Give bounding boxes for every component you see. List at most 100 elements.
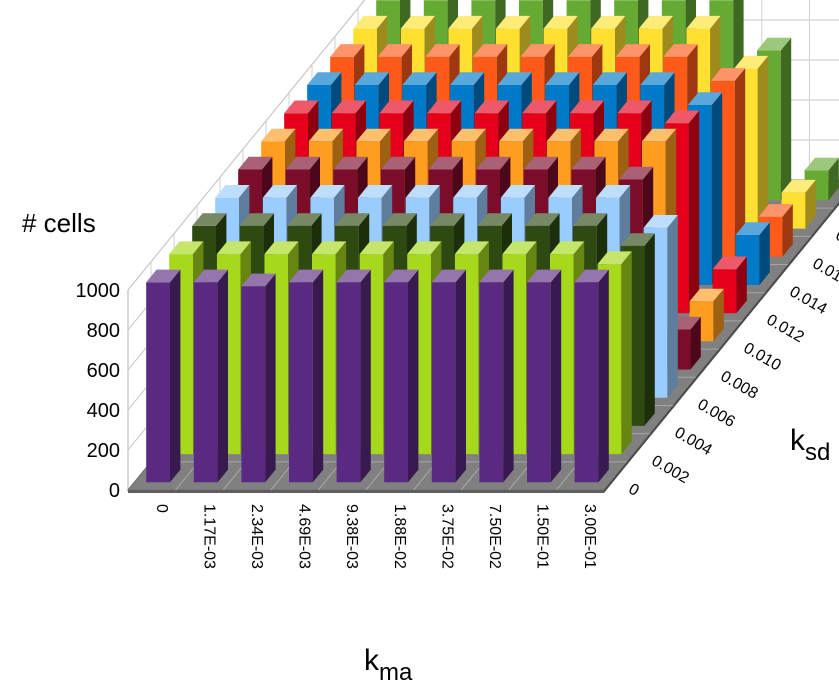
bar-top-face bbox=[757, 37, 792, 51]
bar-top-face bbox=[289, 269, 324, 283]
y-tick-label: 0.016 bbox=[810, 255, 839, 290]
bar-top-face bbox=[169, 241, 204, 255]
bar-top-face bbox=[476, 156, 511, 170]
bar-side-face bbox=[455, 269, 466, 483]
bar-top-face bbox=[502, 241, 537, 255]
bar-side-face bbox=[621, 251, 632, 455]
bar-front-face bbox=[527, 282, 551, 483]
x-tick-label: 2.34E-03 bbox=[248, 504, 265, 569]
bar-top-face bbox=[638, 15, 673, 29]
bar-top-face bbox=[431, 269, 466, 283]
bar-top-face bbox=[310, 185, 345, 198]
bar-side-face bbox=[734, 68, 746, 257]
bar-side-face bbox=[757, 55, 769, 229]
y-tick-label: 0.014 bbox=[787, 283, 830, 318]
x-tick-label: 7.50E-02 bbox=[486, 504, 503, 569]
x-tick-label: 4.69E-03 bbox=[296, 504, 313, 569]
bar-top-face bbox=[479, 269, 514, 283]
y-tick-label: 0.006 bbox=[695, 396, 738, 431]
bar-side-face bbox=[503, 269, 514, 483]
bar-top-face bbox=[379, 100, 414, 114]
bar bbox=[336, 269, 371, 483]
bar-top-face bbox=[712, 256, 747, 270]
bar-top-face bbox=[402, 72, 437, 85]
z-tick-label: 800 bbox=[87, 320, 120, 342]
bar-top-face bbox=[569, 100, 604, 114]
bar-top-face bbox=[400, 15, 435, 29]
bar-top-face bbox=[804, 157, 839, 171]
bar-top-face bbox=[448, 15, 483, 29]
bar-side-face bbox=[644, 233, 655, 426]
bar-top-face bbox=[450, 72, 485, 85]
bar-top-face bbox=[430, 213, 465, 226]
bar-side-face bbox=[690, 316, 701, 370]
bar-top-face bbox=[335, 213, 370, 226]
bar-front-face bbox=[431, 282, 456, 483]
bar-top-face bbox=[591, 15, 626, 29]
bar-top-face bbox=[308, 128, 343, 142]
bar-side-face bbox=[805, 179, 816, 229]
bar-side-face bbox=[713, 288, 724, 342]
bar-top-face bbox=[686, 15, 721, 29]
bar-top-face bbox=[525, 213, 560, 226]
bar-top-face bbox=[284, 100, 319, 114]
bar-top-face bbox=[663, 44, 698, 57]
bar-top-face bbox=[758, 204, 793, 217]
bar-side-face bbox=[782, 204, 793, 257]
bar-front-face bbox=[336, 282, 361, 483]
y-tick-label: 0.002 bbox=[649, 452, 692, 487]
x-tick-label: 0 bbox=[153, 504, 170, 513]
bar-top-face bbox=[405, 185, 440, 198]
x-axis-title: kma bbox=[364, 644, 413, 686]
y-tick-label: 0.010 bbox=[741, 340, 784, 375]
bar-side-face bbox=[360, 269, 371, 483]
bar-top-face bbox=[241, 273, 276, 287]
y-tick-label: 0.008 bbox=[718, 368, 761, 403]
bar-top-face bbox=[239, 213, 274, 226]
bar-top-face bbox=[262, 185, 297, 198]
bar-top-face bbox=[473, 44, 508, 57]
bar bbox=[146, 269, 181, 483]
z-tick-label: 400 bbox=[87, 400, 120, 422]
z-gridline bbox=[127, 0, 366, 291]
bar-top-face bbox=[285, 156, 320, 170]
bar-top-face bbox=[356, 128, 391, 142]
bar-top-face bbox=[781, 179, 816, 193]
bar-top-face bbox=[520, 44, 555, 57]
bar-top-face bbox=[381, 156, 416, 170]
bar-top-face bbox=[453, 185, 488, 198]
bar-side-face bbox=[688, 110, 700, 314]
bar-top-face bbox=[573, 213, 608, 226]
bar-side-face bbox=[550, 269, 562, 483]
bar-top-face bbox=[146, 269, 181, 283]
x-tick-label: 1.17E-03 bbox=[200, 504, 217, 569]
bar bbox=[574, 269, 609, 483]
bar-top-face bbox=[359, 241, 394, 255]
bar-front-face bbox=[289, 282, 313, 483]
bar-top-face bbox=[568, 44, 603, 57]
y-tick-label: 0.004 bbox=[672, 424, 715, 459]
bar-top-face bbox=[474, 100, 509, 114]
bar-top-face bbox=[500, 185, 535, 198]
bar bbox=[527, 269, 562, 483]
bar-side-face bbox=[736, 256, 747, 314]
z-tick-label: 0 bbox=[109, 480, 120, 502]
bar-top-face bbox=[477, 213, 512, 226]
bar-top-face bbox=[527, 269, 562, 283]
x-tick-label: 3.00E-01 bbox=[581, 504, 598, 569]
bar-top-face bbox=[215, 185, 250, 198]
bar bbox=[193, 269, 228, 483]
bar-top-face bbox=[550, 241, 585, 255]
y-axis-title: ksd bbox=[790, 424, 830, 466]
bar-top-face bbox=[642, 128, 677, 142]
bar bbox=[384, 269, 419, 483]
bar bbox=[289, 269, 324, 483]
z-tick-label: 1000 bbox=[76, 280, 121, 302]
x-tick-label: 1.50E-01 bbox=[534, 504, 551, 569]
bar-top-face bbox=[330, 44, 365, 57]
bar-top-face bbox=[384, 269, 419, 283]
z-tick-label: 600 bbox=[87, 360, 120, 382]
bar-top-face bbox=[711, 68, 746, 81]
bar-top-face bbox=[261, 128, 296, 142]
